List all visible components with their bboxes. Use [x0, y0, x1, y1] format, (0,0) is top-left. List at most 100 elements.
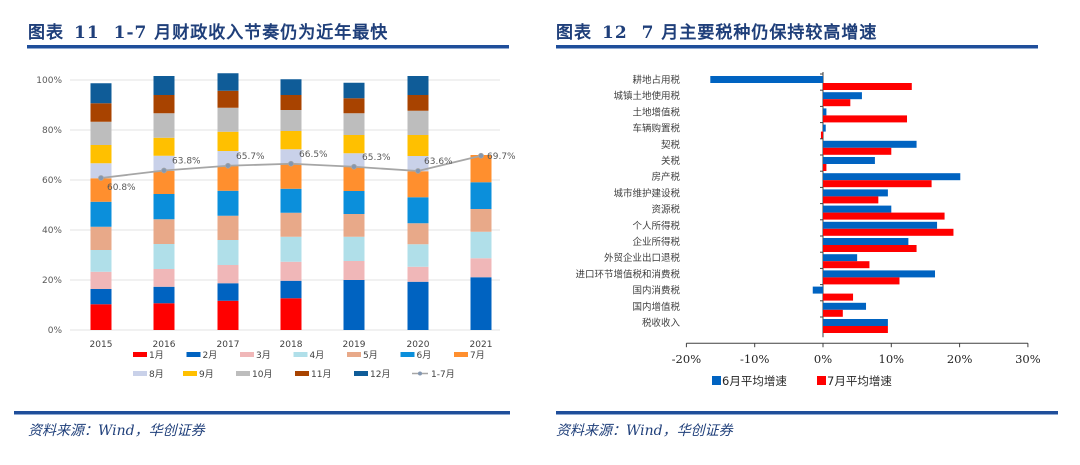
x-tick-label: 2019 [343, 340, 366, 350]
legend-swatch-10月 [236, 371, 250, 376]
legend-swatch-1月 [133, 352, 147, 357]
data-label: 69.7% [487, 152, 516, 162]
figure-11-label: 图表 [28, 23, 64, 43]
bar-segment-2015-12月 [90, 83, 112, 104]
bar-7月平均增速-车辆购置税 [820, 131, 823, 139]
horizontal-bar-chart: 耕地占用税城镇土地使用税土地增值税车辆购置税契税关税房产税城市维护建设税资源税个… [575, 72, 1041, 388]
line-point [288, 160, 294, 167]
category-label: 土地增值税 [632, 106, 680, 118]
bar-segment-2018-12月 [280, 79, 302, 95]
stacked-bar-chart: 0% 20% 40% 60% 80% 100% 2015 2016 2017 2018 2019 20… [36, 73, 516, 380]
legend-label: 9月 [199, 369, 214, 380]
legend-label: 11月 [311, 369, 331, 380]
bar-segment-2015-4月 [90, 250, 112, 272]
bar-segment-2016-7月 [153, 170, 175, 194]
legend-label: 6月平均增速 [722, 374, 787, 388]
figure-12-number: 12 [602, 23, 628, 43]
bar-segment-2018-3月 [280, 261, 302, 281]
bar-segment-2015-3月 [90, 271, 112, 289]
bar-segment-2018-2月 [280, 280, 302, 299]
x-tick-label: 20% [947, 352, 973, 366]
legend-swatch-2月 [186, 352, 201, 357]
bar-7月平均增速-城市维护建设税 [823, 196, 879, 204]
legend-swatch-7月平均增速 [817, 376, 826, 385]
bar-segment-2017-5月 [217, 215, 239, 240]
legend-swatch-11月 [295, 371, 309, 376]
bar-segment-2021-3月 [470, 258, 492, 278]
bar-segment-2021-7月 [470, 155, 492, 183]
bar-7月平均增速-国内消费税 [823, 293, 854, 301]
category-label: 外贸企业出口退税 [604, 252, 681, 264]
bar-segment-2020-10月 [407, 110, 429, 135]
data-label: 60.8% [107, 183, 136, 193]
figure-12-source: 资料来源：Wind，华创证券 [556, 423, 733, 439]
figure-11-panel: 图表 11 1-7 月财政收入节奏仍为近年最快 0% 20% 40% 60% 80% 100%… [0, 0, 530, 465]
bar-6月平均增速-房产税 [823, 173, 961, 181]
bar-segment-2015-9月 [90, 145, 112, 164]
figure-12-title: 图表 12 7 月主要税种仍保持较高增速 [556, 18, 877, 43]
bar-segment-2016-1月 [153, 303, 175, 330]
data-label: 65.7% [236, 152, 265, 162]
bar-6月平均增速-个人所得税 [823, 221, 938, 229]
legend-label: 7月 [470, 350, 485, 361]
data-label: 66.5% [299, 150, 328, 160]
bar-segment-2017-2月 [217, 283, 239, 301]
category-label: 关税 [661, 155, 681, 167]
bar-segment-2017-3月 [217, 265, 239, 284]
line-point [98, 175, 104, 181]
bar-6月平均增速-城市维护建设税 [823, 189, 888, 197]
bar-segment-2020-11月 [407, 95, 429, 111]
legend-label: 2月 [203, 350, 218, 361]
bar-segment-2017-11月 [217, 90, 239, 108]
figure-11-top-rule [27, 45, 509, 49]
bar-7月平均增速-税收收入 [823, 326, 888, 333]
x-tick-label: 2016 [153, 340, 176, 350]
bar-segment-2020-4月 [407, 244, 429, 267]
bar-7月平均增速-关税 [823, 164, 827, 171]
legend-label: 5月 [363, 350, 378, 361]
bar-7月平均增速-个人所得税 [823, 228, 954, 236]
line-point [351, 163, 357, 170]
bar-segment-2015-5月 [90, 226, 112, 250]
bar-segment-2016-4月 [153, 244, 175, 269]
legend-label: 6月 [417, 350, 432, 361]
bar-segment-2017-10月 [217, 107, 239, 132]
category-label: 耕地占用税 [632, 74, 680, 86]
bar-segment-2019-7月 [343, 166, 365, 191]
bar-6月平均增速-国内消费税 [812, 286, 823, 294]
x-tick-label: 2018 [280, 340, 303, 350]
bar-6月平均增速-税收收入 [823, 319, 888, 326]
bar-7月平均增速-房产税 [823, 180, 932, 188]
bar-segment-2021-2月 [470, 277, 492, 330]
bar-segment-2016-3月 [153, 269, 175, 287]
x-tick-label: -10% [740, 352, 770, 366]
bar-segment-2016-9月 [153, 137, 175, 156]
x-tick-label: 10% [879, 352, 905, 366]
y-tick-label: 40% [42, 226, 62, 236]
x-tick-label: 2017 [217, 340, 240, 350]
bar-6月平均增速-耕地占用税 [710, 76, 823, 83]
line-point [415, 168, 421, 174]
y-tick-label: 100% [36, 76, 62, 86]
bar-segment-2018-4月 [280, 236, 302, 262]
bar-segment-2016-11月 [153, 95, 175, 114]
x-tick-label: 2021 [470, 340, 493, 350]
bar-segment-2016-2月 [153, 286, 175, 304]
bar-6月平均增速-资源税 [823, 205, 892, 213]
bar-segment-2019-6月 [343, 191, 365, 214]
bar-segment-2018-7月 [280, 163, 302, 189]
bar-segment-2020-8月 [407, 156, 429, 172]
legend-label: 10月 [252, 369, 272, 380]
category-label: 城镇土地使用税 [613, 90, 680, 102]
x-tick-label: 30% [1015, 352, 1041, 366]
bar-segment-2020-7月 [407, 171, 429, 198]
figure-12-label: 图表 [556, 23, 592, 43]
bar-6月平均增速-进口环节增值税和消费税 [823, 270, 936, 278]
x-tick-label: 0% [814, 352, 832, 366]
figure-11-title-text: 1-7 月财政收入节奏仍为近年最快 [113, 23, 389, 43]
figure-12-title-text: 7 月主要税种仍保持较高增速 [641, 23, 878, 43]
category-label: 进口环节增值税和消费税 [575, 268, 680, 280]
figure-11-number: 11 [74, 23, 100, 43]
bar-segment-2017-1月 [217, 300, 239, 330]
bar-segment-2018-9月 [280, 131, 302, 150]
